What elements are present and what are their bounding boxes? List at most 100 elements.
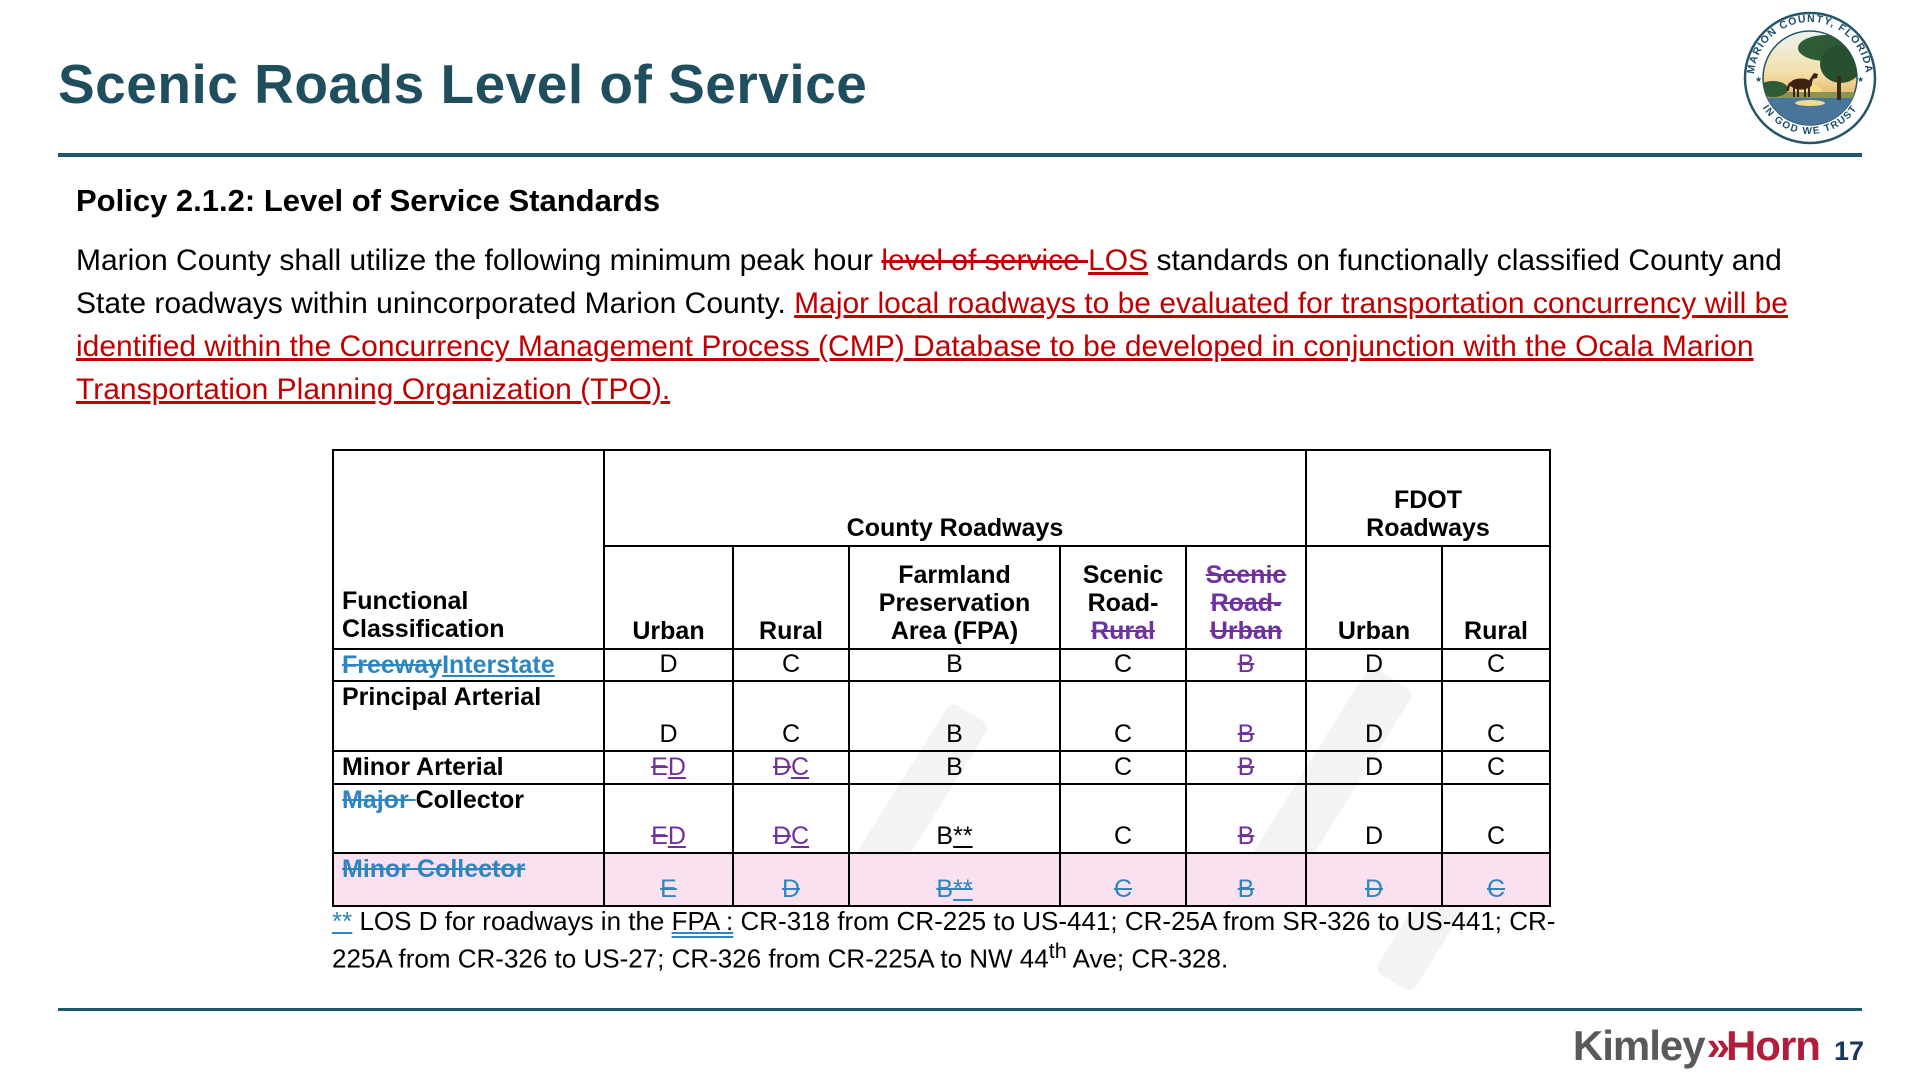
text-segment: C <box>781 720 801 748</box>
table-cell: B <box>1185 783 1307 854</box>
marion-county-seal-icon: MARION COUNTY, FLORIDA IN GOD WE TRUST ★… <box>1743 11 1877 145</box>
text-segment: C <box>1486 822 1506 850</box>
text-segment: Principal Arterial <box>342 683 542 711</box>
table-footnote: ** LOS D for roadways in the FPA : CR-31… <box>332 906 1567 975</box>
column-header: Urban <box>1305 545 1443 650</box>
title-divider <box>58 153 1862 157</box>
table-cell: C <box>1441 680 1551 752</box>
paragraph-middle: standards on functionally classified Cou… <box>76 244 1782 320</box>
text-segment: B <box>1237 875 1255 903</box>
footer: Kimley»Horn 17 <box>1573 1022 1864 1070</box>
table-cell: E <box>603 852 734 907</box>
text-segment: ** <box>953 875 973 903</box>
text-segment: B <box>1237 650 1255 678</box>
inserted-policy-text: Major local roadways to be evaluated for… <box>76 286 1788 406</box>
text-segment: Farmland Preservation Area (FPA) <box>878 561 1031 645</box>
text-segment: Minor Arterial <box>342 753 504 781</box>
table-cell: D <box>1305 680 1443 752</box>
text-segment: E <box>651 822 668 850</box>
brand-chevrons-icon: » <box>1706 1022 1730 1069</box>
footnote-marker: ** <box>332 906 353 936</box>
text-segment: C <box>1113 822 1133 850</box>
text-segment: D <box>1364 753 1384 781</box>
text-segment: B <box>946 650 963 678</box>
table-cell: DC <box>732 783 850 854</box>
text-segment: B <box>1237 822 1255 850</box>
text-segment: C <box>1486 753 1506 781</box>
brand-horn: Horn <box>1725 1022 1821 1069</box>
slide-title: Scenic Roads Level of Service <box>58 53 868 115</box>
table-cell: ED <box>603 750 734 785</box>
table-cell: B <box>1185 680 1307 752</box>
column-header: Urban <box>603 545 734 650</box>
table-cell: ED <box>603 783 734 854</box>
table-cell: C <box>1441 783 1551 854</box>
text-segment: D <box>659 720 678 748</box>
text-segment: C <box>1113 875 1133 903</box>
text-segment: E <box>660 875 677 903</box>
seal-star-right-icon: ★ <box>1857 75 1864 84</box>
table-row: FreewayInterstate D C B C B D C <box>332 648 1551 682</box>
text-segment: B <box>1237 753 1255 781</box>
table-cell: B** <box>848 852 1061 907</box>
text-segment: Major <box>342 786 416 814</box>
table-cell: D <box>1305 648 1443 682</box>
table-row: Minor Collector E D B** C B D C <box>332 852 1551 907</box>
table-cell: B** <box>848 783 1061 854</box>
row-header: Minor Arterial <box>332 750 605 785</box>
footnote-text: CR-318 from CR-225 to US-441; CR-25A fro… <box>332 906 1556 974</box>
text-segment: C <box>781 650 801 678</box>
text-segment: Scenic Road- <box>1082 561 1164 617</box>
text-segment: C <box>1113 650 1133 678</box>
text-segment: D <box>667 753 686 781</box>
text-segment: D <box>781 875 801 903</box>
text-segment: Urban <box>632 617 705 645</box>
table-cell: C <box>1441 852 1551 907</box>
row-header: Principal Arterial <box>332 680 605 752</box>
table-cell: B <box>848 750 1061 785</box>
table-cell: D <box>1305 783 1443 854</box>
text-segment: D <box>772 822 791 850</box>
seal-star-left-icon: ★ <box>1755 75 1762 84</box>
table-cell: C <box>1059 750 1187 785</box>
header-group-row: Functional Classification County Roadways… <box>332 449 1551 650</box>
row-header: Major Collector <box>332 783 605 854</box>
table-row: Major Collector ED DC B** C B D C <box>332 783 1551 854</box>
table-cell: D <box>1305 852 1443 907</box>
brand-kimley: Kimley <box>1572 1022 1706 1069</box>
text-segment: D <box>1364 650 1384 678</box>
text-segment: D <box>1364 875 1384 903</box>
footer-divider <box>58 1008 1862 1011</box>
text-segment: Collector <box>415 786 524 814</box>
text-segment: Interstate <box>442 651 555 679</box>
text-segment: Rural <box>1091 617 1155 645</box>
table-cell: C <box>1441 648 1551 682</box>
text-segment: B <box>1237 720 1255 748</box>
text-segment: D <box>1364 720 1384 748</box>
horse-silhouette-icon <box>1786 73 1818 97</box>
text-segment: D <box>772 753 791 781</box>
text-segment: C <box>1113 753 1133 781</box>
column-header: Scenic Road-Rural <box>1059 545 1187 650</box>
table-cell: D <box>732 852 850 907</box>
column-header: Rural <box>1441 545 1551 650</box>
footnote-text: Ave; CR-328. <box>1066 943 1229 974</box>
text-segment: B <box>936 875 954 903</box>
table-cell: B <box>848 648 1061 682</box>
fdot-roadways-header: FDOT Roadways <box>1305 449 1551 547</box>
text-segment: B <box>946 720 963 748</box>
column-header: Rural <box>732 545 850 650</box>
policy-paragraph: Marion County shall utilize the followin… <box>76 240 1816 412</box>
table-row: Principal Arterial D C B C B D C <box>332 680 1551 752</box>
table-cell: C <box>1059 648 1187 682</box>
text-segment: Urban <box>1337 617 1411 645</box>
table-cell: C <box>732 648 850 682</box>
table-cell: B <box>1185 852 1307 907</box>
row-header: Minor Collector <box>332 852 605 907</box>
text-segment: Freeway <box>342 651 443 679</box>
text-segment: D <box>667 822 686 850</box>
deleted-text: level of service <box>881 244 1089 277</box>
text-segment: B <box>946 753 963 781</box>
table-cell: C <box>1059 783 1187 854</box>
